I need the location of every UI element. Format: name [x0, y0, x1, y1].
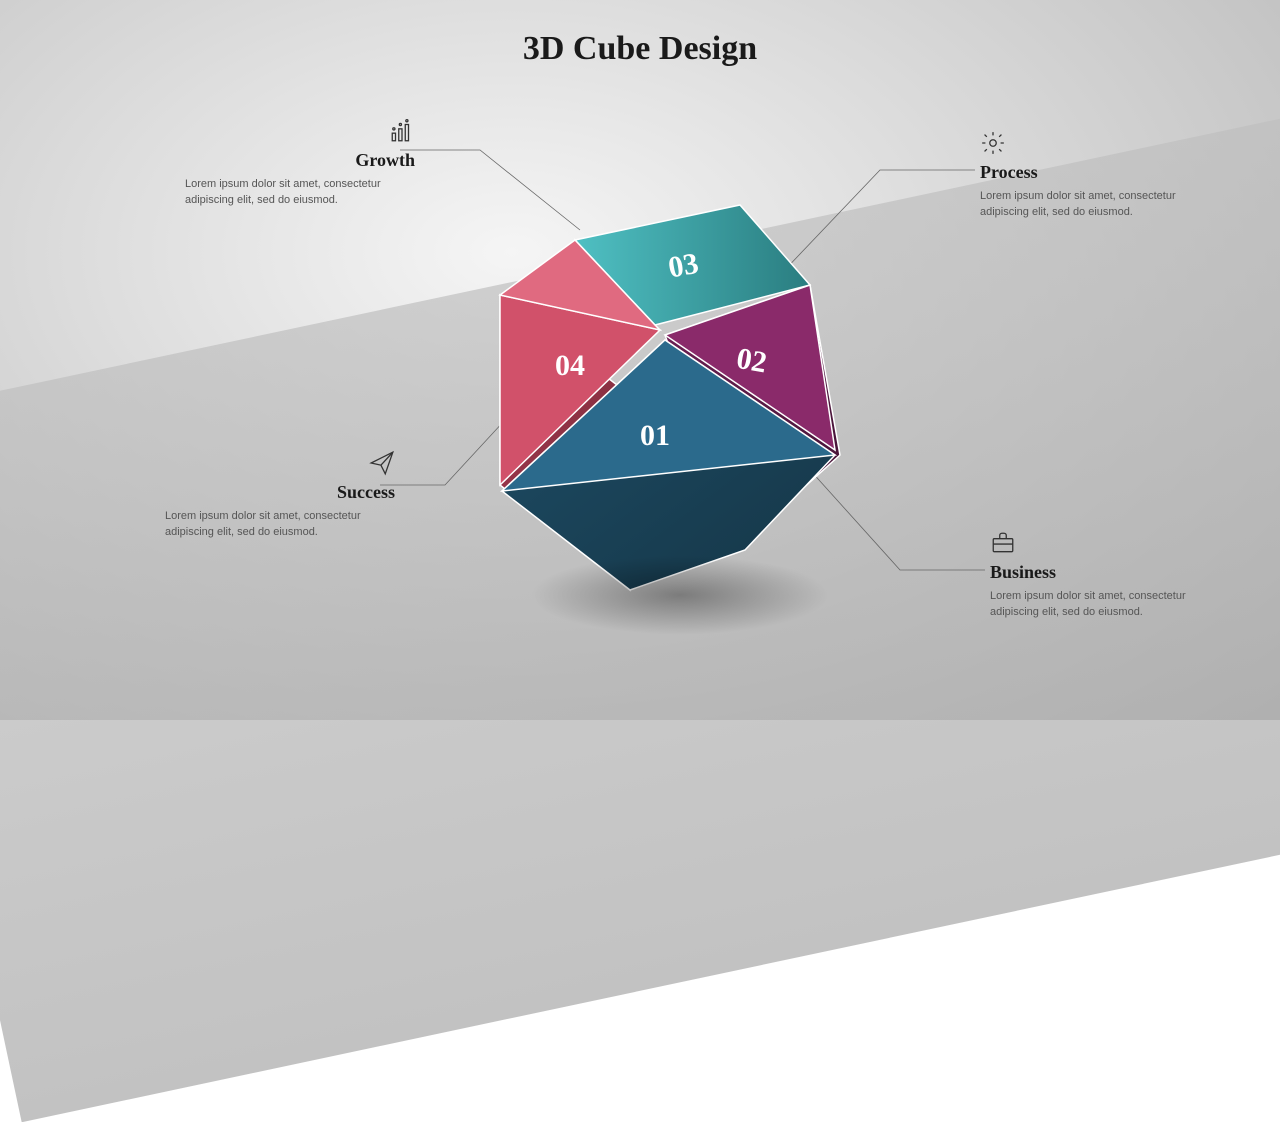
callout-success-body: Lorem ipsum dolor sit amet, consectetur …	[165, 509, 395, 541]
callout-business-title: Business	[990, 562, 1220, 583]
callout-process-title: Process	[980, 162, 1210, 183]
gear-icon	[980, 130, 1210, 158]
cube-3d: 03 04 02 01	[480, 195, 860, 595]
seg-03-number: 03	[666, 247, 701, 285]
bar-chart-icon	[185, 118, 415, 146]
callout-success-title: Success	[165, 482, 395, 503]
callout-business-body: Lorem ipsum dolor sit amet, consectetur …	[990, 589, 1220, 621]
callout-growth: Growth Lorem ipsum dolor sit amet, conse…	[185, 118, 415, 209]
callout-business: Business Lorem ipsum dolor sit amet, con…	[990, 530, 1220, 621]
callout-process-body: Lorem ipsum dolor sit amet, consectetur …	[980, 189, 1210, 221]
callout-growth-body: Lorem ipsum dolor sit amet, consectetur …	[185, 177, 415, 209]
cube-shadow	[530, 555, 830, 635]
seg-04-number: 04	[555, 349, 585, 382]
seg-02-number: 02	[734, 342, 769, 380]
paper-plane-icon	[165, 450, 395, 478]
callout-process: Process Lorem ipsum dolor sit amet, cons…	[980, 130, 1210, 221]
seg-01-number: 01	[640, 419, 670, 452]
page-title: 3D Cube Design	[0, 30, 1280, 68]
cube-svg: 03 04 02 01	[480, 195, 860, 615]
callout-growth-title: Growth	[185, 150, 415, 171]
briefcase-icon	[990, 530, 1220, 558]
callout-success: Success Lorem ipsum dolor sit amet, cons…	[165, 450, 395, 541]
